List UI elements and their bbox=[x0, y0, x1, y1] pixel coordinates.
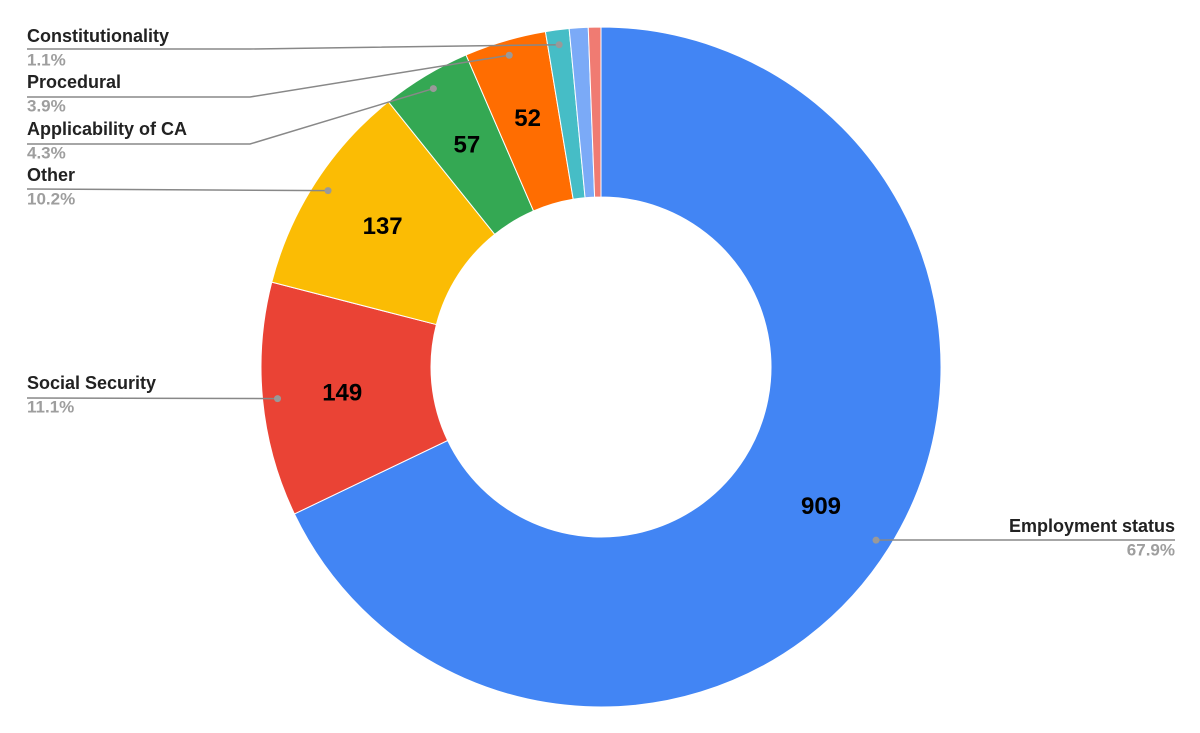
value-label: 149 bbox=[322, 380, 362, 407]
slice-name: Other bbox=[27, 165, 75, 185]
slice-percent: 4.3% bbox=[27, 143, 66, 162]
donut-slice bbox=[587, 26, 602, 198]
leader-dot bbox=[324, 187, 332, 195]
value-label: 52 bbox=[514, 105, 541, 132]
donut-slice bbox=[260, 281, 449, 515]
value-label: 57 bbox=[454, 132, 481, 159]
leader-line bbox=[27, 43, 560, 50]
slice-percent: 67.9% bbox=[1127, 540, 1175, 559]
slice-percent: 10.2% bbox=[27, 189, 75, 208]
leader-dot bbox=[555, 41, 563, 49]
slice-name: Procedural bbox=[27, 72, 121, 92]
slice-percent: 3.9% bbox=[27, 96, 66, 115]
value-label: 137 bbox=[363, 213, 403, 240]
leader-line bbox=[27, 54, 510, 98]
slice-name: Employment status bbox=[1009, 516, 1175, 536]
leader-dot bbox=[872, 536, 880, 544]
leader-line bbox=[27, 87, 434, 145]
slice-name: Social Security bbox=[27, 373, 156, 393]
value-label: 909 bbox=[801, 493, 841, 520]
leader-line bbox=[26, 397, 278, 400]
leader-dot bbox=[505, 51, 513, 59]
leader-line bbox=[26, 188, 329, 192]
slice-name: Applicability of CA bbox=[27, 119, 187, 139]
slice-percent: 1.1% bbox=[27, 50, 66, 69]
slice-percent: 11.1% bbox=[27, 397, 74, 416]
slice-name: Constitutionality bbox=[27, 26, 169, 46]
leader-dot bbox=[429, 85, 437, 93]
donut-slice bbox=[293, 26, 942, 708]
leader-dot bbox=[274, 395, 282, 403]
